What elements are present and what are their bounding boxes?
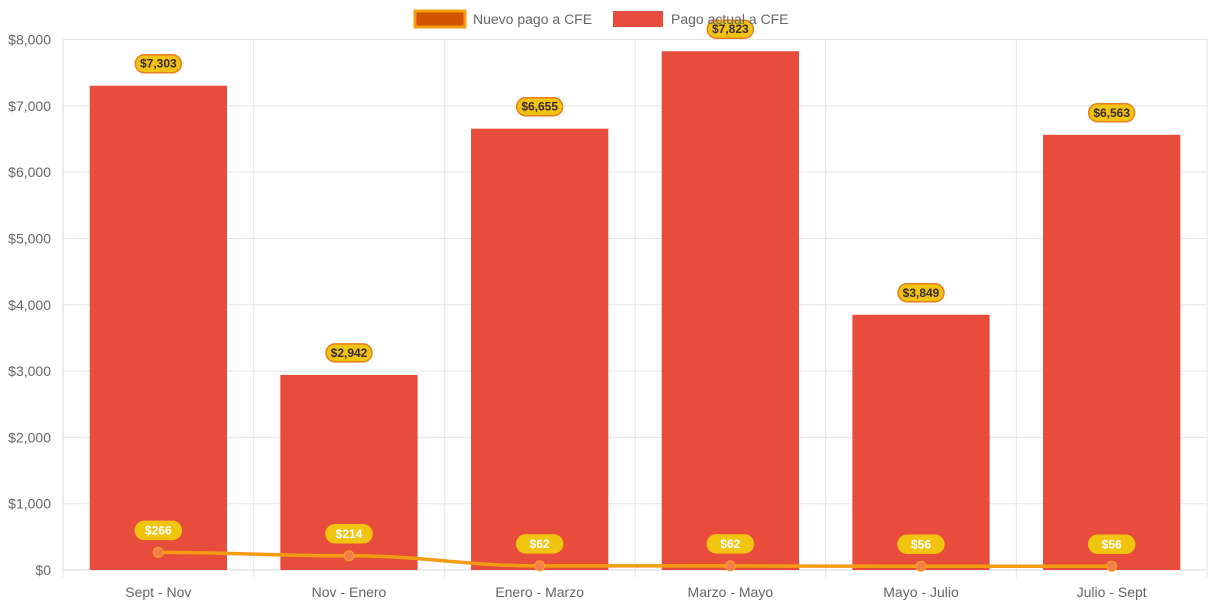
x-tick-label: Mayo - Julio (883, 584, 959, 600)
line-data-label-bg (897, 534, 945, 555)
bar (89, 85, 227, 570)
y-tick-label: $7,000 (8, 98, 51, 114)
line-data-label-bg (515, 534, 564, 554)
line-point (152, 546, 164, 558)
y-tick-label: $8,000 (8, 32, 51, 48)
bar-data-label-bg (1087, 103, 1136, 123)
line-data-label: $214 (336, 527, 363, 541)
line-path (158, 550, 1112, 569)
legend-item-actual[interactable]: Pago actual a CFE (613, 11, 789, 27)
bar-data-label: $3,849 (903, 286, 940, 300)
line-point (915, 560, 927, 572)
legend-item-nuevo[interactable]: Nuevo pago a CFE (413, 9, 592, 29)
legend-swatch-nuevo (413, 9, 467, 29)
bar-data-label-bg (134, 53, 183, 74)
bar-data-label: $6,563 (1093, 106, 1130, 120)
line-data-label-bg (1087, 534, 1136, 555)
bar (661, 51, 799, 571)
line-data-label: $62 (530, 537, 550, 551)
bar-series (89, 51, 1181, 571)
legend-label-nuevo: Nuevo pago a CFE (473, 11, 592, 27)
bar-data-label-bg (706, 19, 755, 39)
y-tick-label: $6,000 (8, 164, 51, 180)
x-tick-label: Marzo - Mayo (688, 584, 774, 600)
x-tick-label: Sept - Nov (125, 584, 191, 600)
legend-swatch-actual (613, 11, 663, 27)
line-data-label-bg (706, 534, 755, 554)
bar-data-label: $2,942 (331, 346, 368, 360)
grid (62, 39, 1208, 578)
bar-data-label-bg (325, 343, 373, 363)
legend-label-actual: Pago actual a CFE (671, 11, 789, 27)
line-point (343, 550, 355, 562)
line-data-label: $62 (720, 537, 740, 551)
y-tick-label: $4,000 (8, 297, 51, 313)
line-data-label-bg (325, 524, 373, 544)
bar-data-label: $7,303 (140, 57, 177, 71)
line-data-label: $266 (145, 523, 172, 537)
line-point (724, 560, 736, 572)
bar-data-label: $7,823 (712, 22, 749, 36)
y-tick-label: $5,000 (8, 230, 51, 246)
y-axis: $0 $1,000 $2,000 $3,000 $4,000 $5,000 $6,000 $7… (8, 32, 51, 579)
line-data-label: $56 (911, 537, 931, 551)
bar (1043, 134, 1181, 570)
x-tick-label: Enero - Marzo (495, 584, 584, 600)
line-data-label: $56 (1102, 537, 1122, 551)
legend[interactable]: Nuevo pago a CFE Pago actual a CFE (413, 9, 789, 29)
y-tick-label: $0 (35, 562, 51, 578)
bar-data-label-bg (897, 283, 945, 303)
line-data-label-bg (134, 520, 183, 541)
line-point (534, 560, 546, 572)
x-tick-label: Julio - Sept (1077, 584, 1147, 600)
data-labels: $7,303 $2,942 $6,655 $7,823 $3,849 $6,563 $266… (134, 19, 1136, 555)
bar (471, 128, 609, 570)
y-tick-label: $2,000 (8, 429, 51, 445)
line-point (1106, 560, 1118, 572)
bar-data-label-bg (515, 96, 564, 117)
y-tick-label: $1,000 (8, 496, 51, 512)
line-series (152, 546, 1118, 572)
bar (852, 314, 990, 570)
x-axis: Sept - Nov Nov - Enero Enero - Marzo Marzo … (125, 584, 1147, 600)
x-tick-label: Nov - Enero (312, 584, 387, 600)
y-tick-label: $3,000 (8, 363, 51, 379)
bar-data-label: $6,655 (521, 100, 558, 114)
